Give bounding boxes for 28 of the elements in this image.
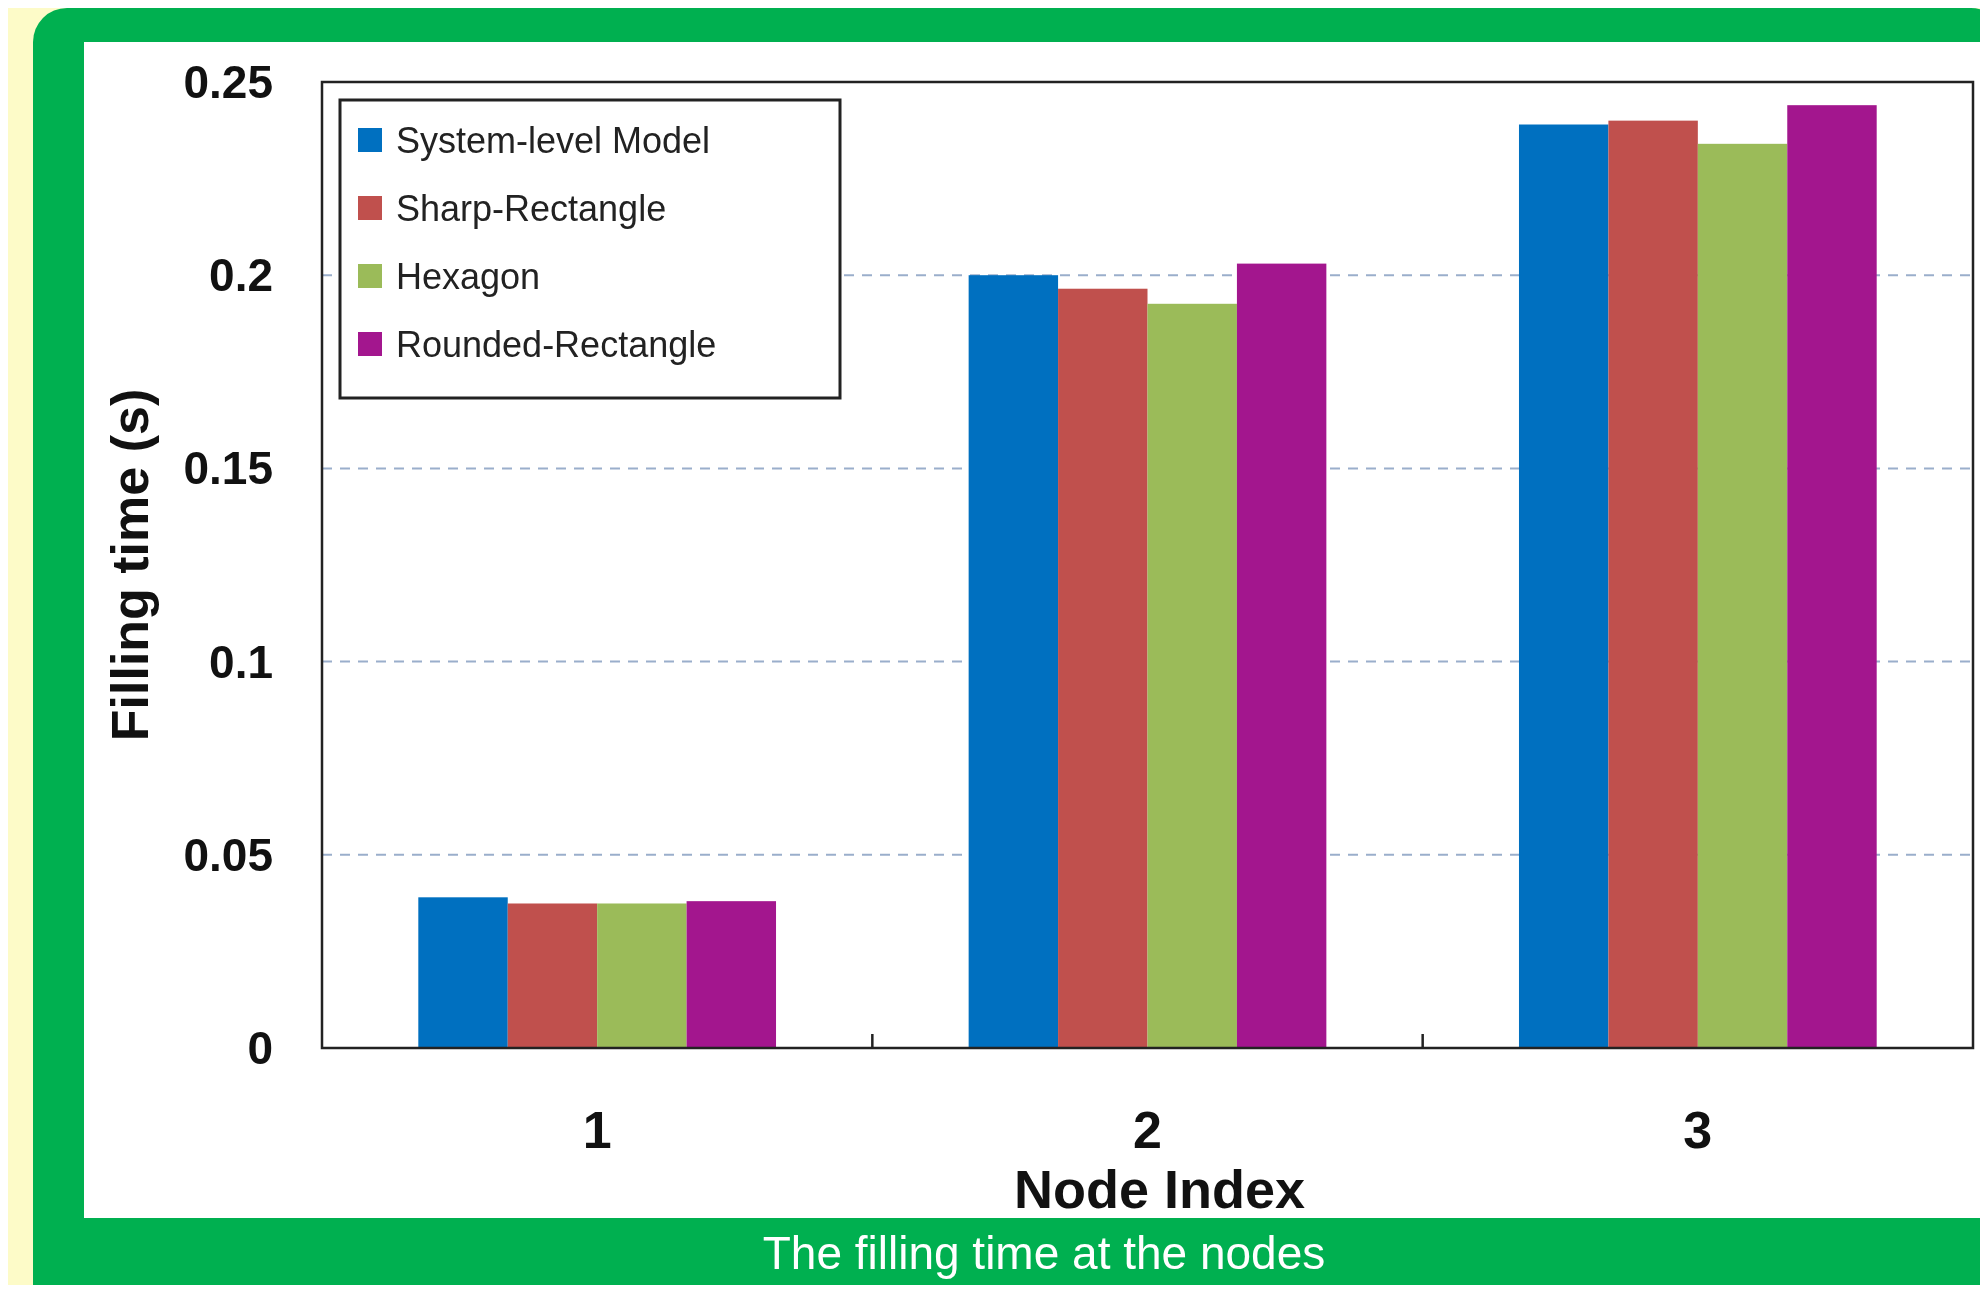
bar [686, 901, 777, 1048]
bar [1147, 303, 1237, 1048]
bar [1608, 120, 1698, 1048]
bar [507, 903, 598, 1048]
bar [418, 897, 508, 1048]
bar [968, 275, 1059, 1048]
x-tick-label: 3 [1683, 1101, 1713, 1159]
y-tick-label: 0.15 [183, 442, 273, 495]
x-tick-label: 1 [582, 1101, 612, 1159]
bar [1697, 143, 1788, 1048]
y-tick-label: 0.05 [183, 828, 273, 881]
bar [597, 903, 687, 1048]
legend-label: Sharp-Rectangle [396, 187, 667, 229]
bar [1787, 105, 1877, 1048]
bar [1058, 288, 1148, 1048]
bar [1236, 263, 1327, 1048]
bar [1518, 124, 1609, 1048]
y-tick-label: 0 [247, 1022, 273, 1074]
y-tick-label: 0.2 [209, 249, 273, 302]
x-tick-label: 2 [1133, 1101, 1162, 1159]
y-tick-label: 0.25 [183, 56, 273, 108]
legend-label: Rounded-Rectangle [396, 323, 717, 365]
y-tick-label: 0.1 [209, 635, 273, 688]
text: The filling time at the nodes [762, 1227, 1326, 1279]
legend-label: Hexagon [396, 255, 541, 297]
x-axis-title: Node Index [1013, 1159, 1306, 1219]
legend-label: System-level Model [396, 119, 711, 161]
y-axis-title: Filling time (s) [101, 388, 159, 742]
